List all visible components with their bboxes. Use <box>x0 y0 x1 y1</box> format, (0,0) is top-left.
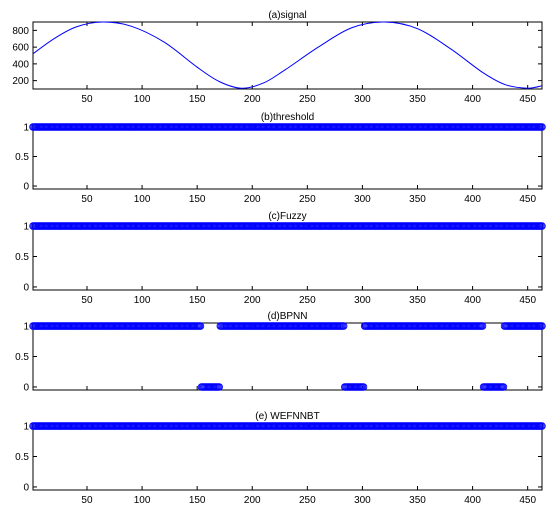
signal-line <box>32 21 543 89</box>
y-tick-label: 0.5 <box>15 252 29 263</box>
x-tick-label: 200 <box>244 94 261 105</box>
y-tick-label: 1 <box>23 322 29 333</box>
subplot-5: (e) WEFNNBT 50 100 150 200 250 300 350 400 450 0 0.… <box>15 411 546 506</box>
x-tick-label: 350 <box>409 295 426 306</box>
subplot-4: (d)BPNN 0 0.5 1 <box>15 311 546 393</box>
subplot-title: (c)Fuzzy <box>268 211 306 222</box>
data-point <box>538 422 546 430</box>
data-point <box>538 222 546 230</box>
subplot-title: (e) WEFNNBT <box>255 411 319 422</box>
x-tick-label: 200 <box>244 194 261 205</box>
subplot-title: (b)threshold <box>261 112 314 123</box>
data-point <box>499 383 508 391</box>
x-tick-label: 50 <box>81 94 93 105</box>
y-tick-label: 200 <box>12 76 29 87</box>
x-tick-label: 250 <box>299 94 316 105</box>
x-tick-label: 250 <box>299 495 316 506</box>
data-point <box>538 123 546 131</box>
x-tick-label: 100 <box>134 495 151 506</box>
y-tick-label: 0 <box>23 382 29 393</box>
x-tick-label: 100 <box>134 295 151 306</box>
x-tick-label: 450 <box>519 295 536 306</box>
subplot-title: (a)signal <box>268 10 306 21</box>
axes-frame <box>32 322 543 391</box>
x-tick-label: 300 <box>354 295 371 306</box>
x-tick-label: 450 <box>519 94 536 105</box>
x-tick-label: 150 <box>189 94 206 105</box>
x-tick-label: 50 <box>81 495 93 506</box>
x-tick-label: 100 <box>134 194 151 205</box>
x-tick-label: 350 <box>409 495 426 506</box>
y-tick-label: 400 <box>12 59 29 70</box>
data-point <box>478 322 487 330</box>
axes-frame <box>32 422 543 491</box>
data-point <box>215 383 223 391</box>
x-tick-label: 350 <box>409 94 426 105</box>
subplot-2: (b)threshold 50 100 150 200 250 300 350 400 450 0 0… <box>15 112 546 205</box>
y-tick-label: 800 <box>12 26 29 37</box>
x-tick-label: 300 <box>354 495 371 506</box>
y-tick-label: 1 <box>23 122 29 133</box>
data-point <box>339 322 348 330</box>
y-tick-label: 1 <box>23 222 29 233</box>
y-tick-label: 0 <box>23 182 29 193</box>
y-tick-label: 0 <box>23 282 29 293</box>
x-tick-label: 400 <box>464 295 481 306</box>
x-tick-label: 450 <box>519 495 536 506</box>
x-tick-label: 200 <box>244 295 261 306</box>
axes-frame <box>32 222 543 291</box>
x-tick-label: 50 <box>81 194 93 205</box>
data-point <box>196 322 205 330</box>
subplot-1: (a)signal 50 100 150 200 250 300 350 400 450 200 40… <box>12 10 543 105</box>
x-tick-label: 150 <box>189 495 206 506</box>
x-tick-label: 150 <box>189 295 206 306</box>
x-tick-label: 450 <box>519 194 536 205</box>
x-tick-label: 250 <box>299 295 316 306</box>
x-tick-label: 100 <box>134 94 151 105</box>
data-point <box>359 383 368 391</box>
subplot-3: (c)Fuzzy 50 100 150 200 250 300 350 400 450 0 0.5 1 <box>15 211 546 306</box>
x-tick-label: 50 <box>81 295 93 306</box>
x-tick-label: 150 <box>189 194 206 205</box>
y-tick-label: 0.5 <box>15 352 29 363</box>
x-tick-label: 300 <box>354 94 371 105</box>
y-tick-label: 0.5 <box>15 152 29 163</box>
subplot-title: (d)BPNN <box>267 311 307 322</box>
y-tick-label: 1 <box>23 422 29 433</box>
x-tick-label: 200 <box>244 495 261 506</box>
x-tick-label: 400 <box>464 194 481 205</box>
x-tick-label: 400 <box>464 94 481 105</box>
y-tick-label: 0 <box>23 482 29 493</box>
y-tick-label: 600 <box>12 43 29 54</box>
data-point <box>538 322 546 330</box>
x-tick-label: 300 <box>354 194 371 205</box>
axes-frame <box>32 21 543 90</box>
axes-frame <box>32 123 543 190</box>
y-tick-label: 0.5 <box>15 452 29 463</box>
x-tick-label: 250 <box>299 194 316 205</box>
x-tick-label: 350 <box>409 194 426 205</box>
x-tick-label: 400 <box>464 495 481 506</box>
